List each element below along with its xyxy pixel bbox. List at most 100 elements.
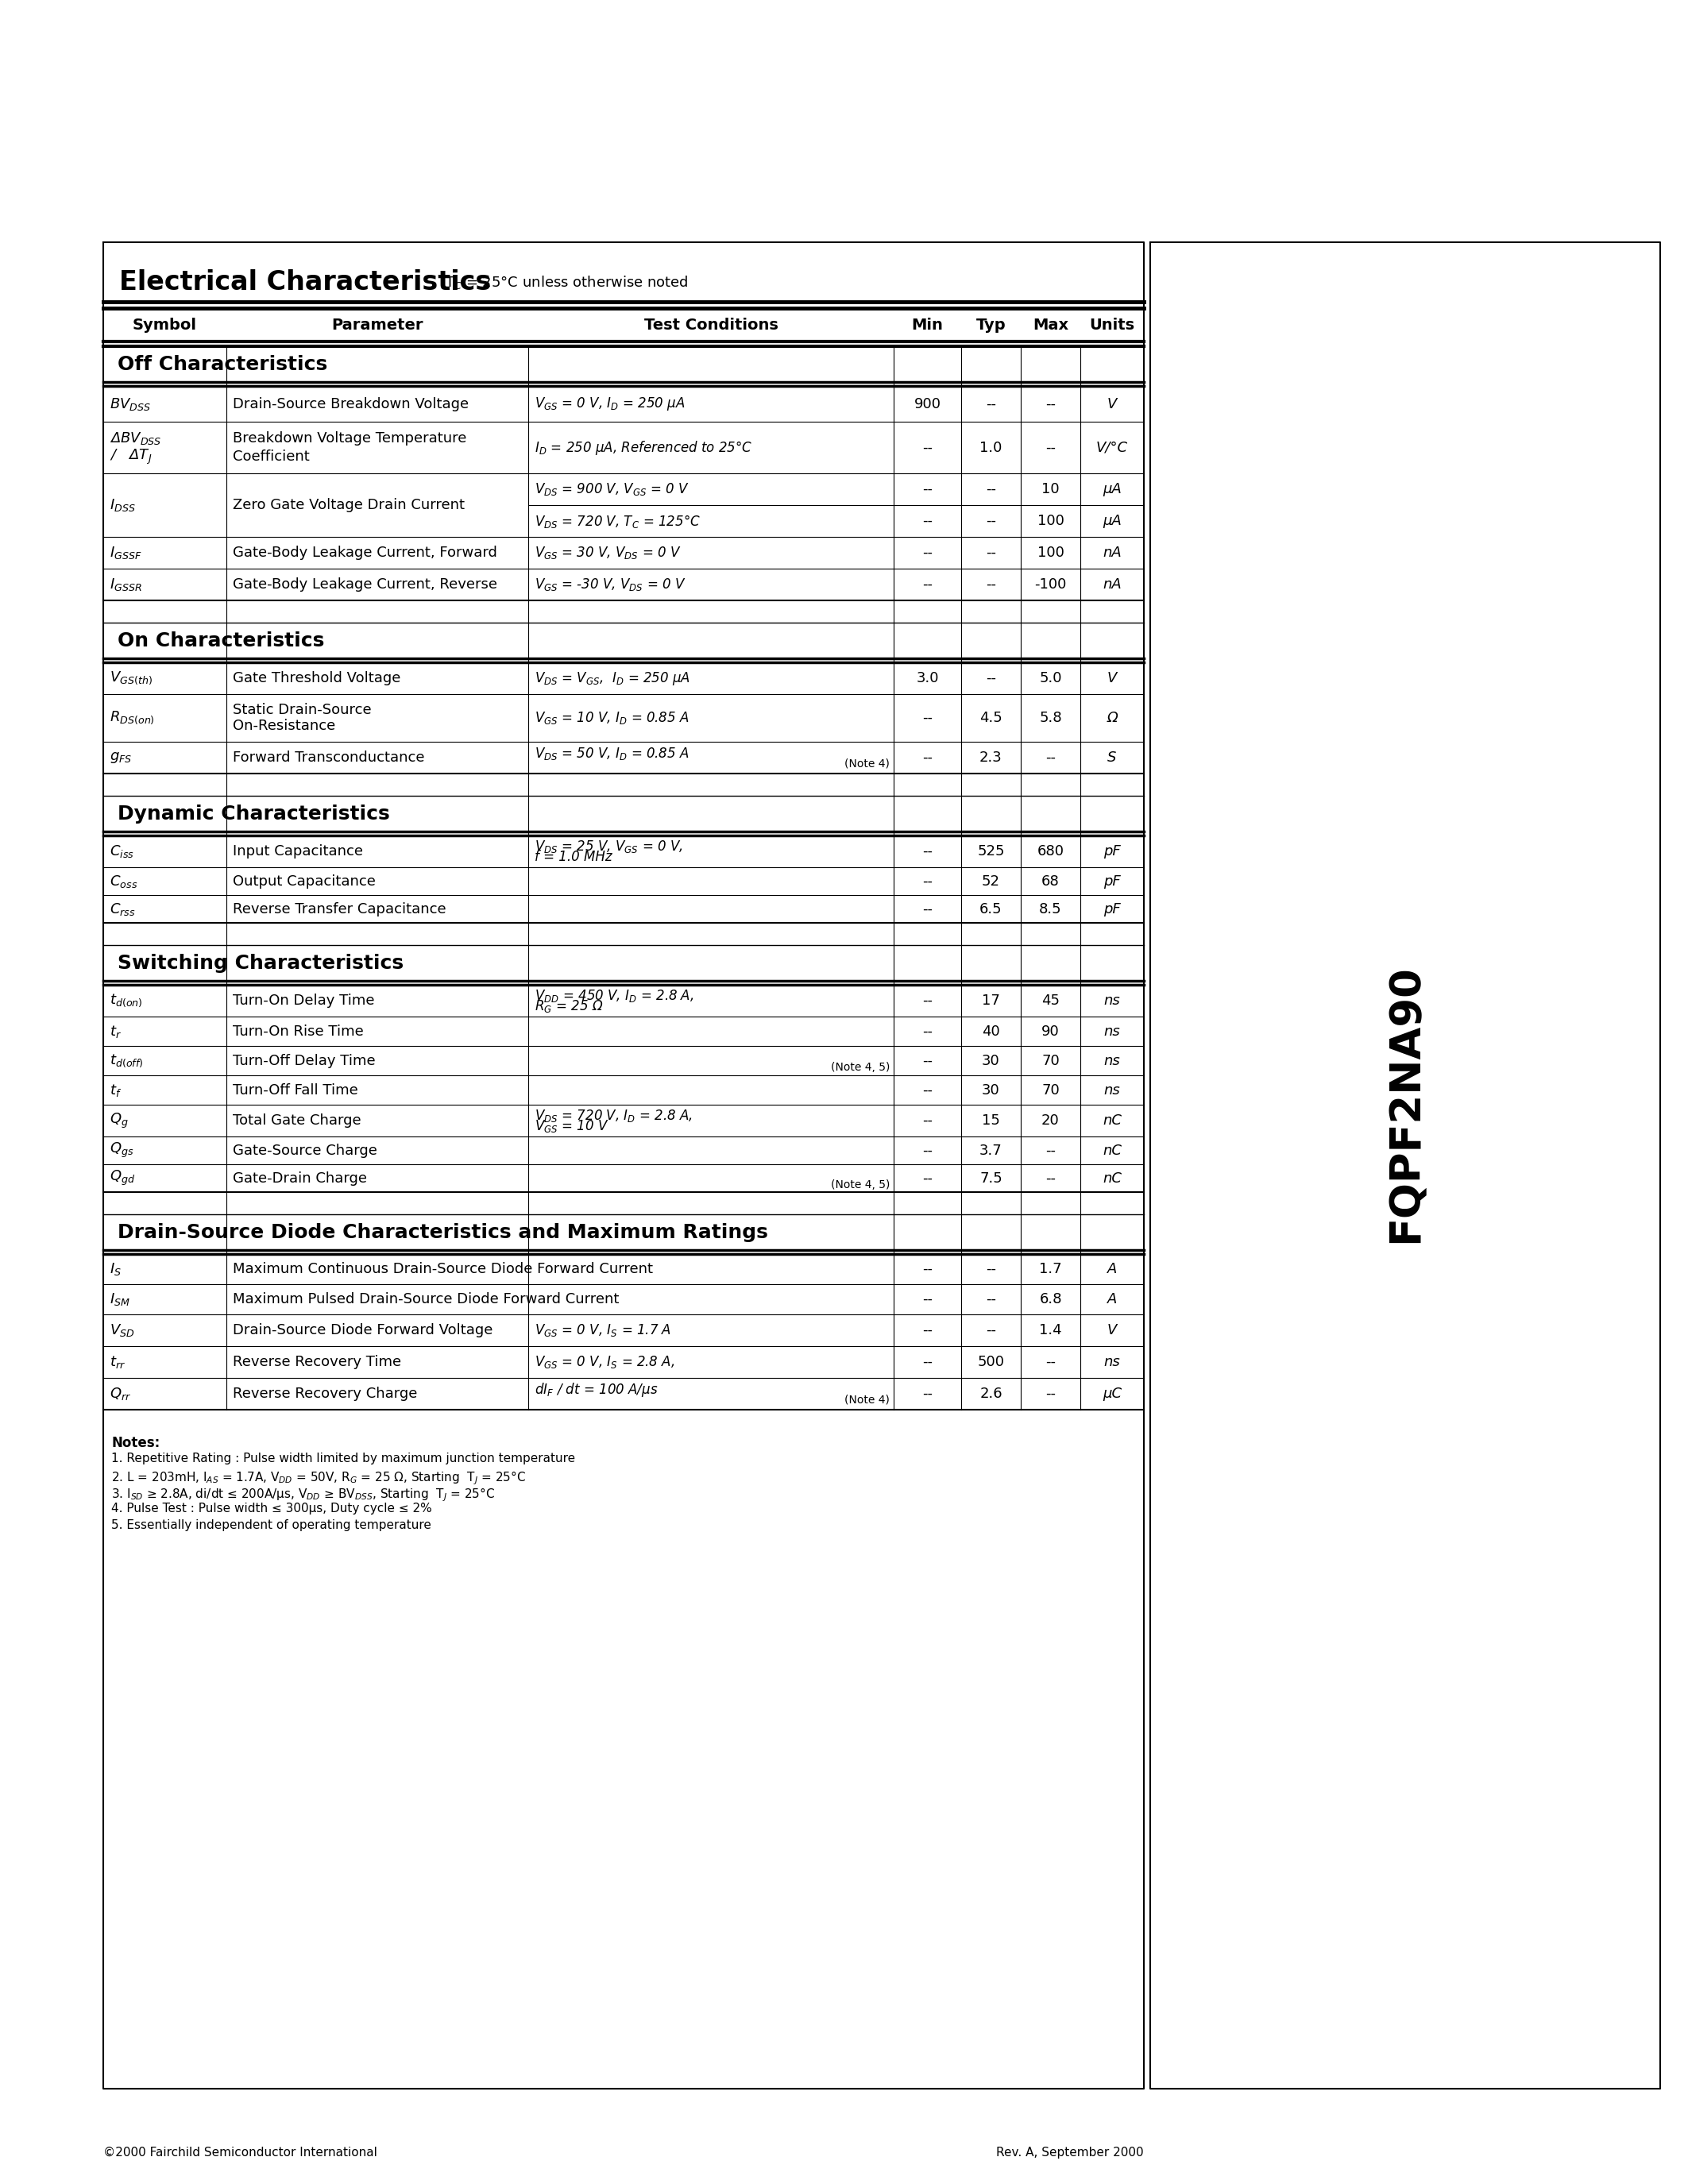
Text: V$_{DS}$ = V$_{GS}$,  I$_D$ = 250 μA: V$_{DS}$ = V$_{GS}$, I$_D$ = 250 μA (535, 670, 690, 686)
Text: (Note 4): (Note 4) (844, 758, 890, 769)
Text: BV$_{DSS}$: BV$_{DSS}$ (110, 395, 150, 413)
Text: --: -- (922, 874, 932, 889)
Text: C$_{oss}$: C$_{oss}$ (110, 874, 138, 889)
Text: Input Capacitance: Input Capacitance (233, 845, 363, 858)
Text: V$_{GS}$ = 0 V, I$_S$ = 1.7 A: V$_{GS}$ = 0 V, I$_S$ = 1.7 A (535, 1321, 672, 1339)
Text: Typ: Typ (976, 317, 1006, 332)
Text: pF: pF (1104, 874, 1121, 889)
Text: --: -- (922, 902, 932, 915)
Text: t$_{d(on)}$: t$_{d(on)}$ (110, 992, 143, 1009)
Text: V$_{DS}$ = 25 V, V$_{GS}$ = 0 V,: V$_{DS}$ = 25 V, V$_{GS}$ = 0 V, (535, 839, 684, 854)
Text: S: S (1107, 751, 1117, 764)
Text: R$_{DS(on)}$: R$_{DS(on)}$ (110, 710, 155, 725)
Text: Turn-On Delay Time: Turn-On Delay Time (233, 994, 375, 1007)
Text: pF: pF (1104, 845, 1121, 858)
Text: C$_{rss}$: C$_{rss}$ (110, 902, 135, 917)
Text: --: -- (922, 845, 932, 858)
Text: --: -- (1045, 1387, 1055, 1400)
Text: 2.3: 2.3 (979, 751, 1003, 764)
Text: 30: 30 (982, 1053, 999, 1068)
Text: --: -- (922, 710, 932, 725)
Text: Gate-Drain Charge: Gate-Drain Charge (233, 1171, 366, 1186)
Text: 3.0: 3.0 (917, 670, 939, 686)
Text: t$_r$: t$_r$ (110, 1024, 122, 1040)
Text: Reverse Recovery Charge: Reverse Recovery Charge (233, 1387, 417, 1400)
Text: --: -- (922, 1171, 932, 1186)
Text: --: -- (986, 1262, 996, 1275)
Text: --: -- (986, 483, 996, 496)
Text: Static Drain-Source: Static Drain-Source (233, 703, 371, 716)
Text: 8.5: 8.5 (1040, 902, 1062, 915)
Text: --: -- (922, 1293, 932, 1306)
Text: Gate Threshold Voltage: Gate Threshold Voltage (233, 670, 400, 686)
Text: --: -- (986, 1293, 996, 1306)
Text: Output Capacitance: Output Capacitance (233, 874, 376, 889)
Text: 6.8: 6.8 (1040, 1293, 1062, 1306)
Text: --: -- (1045, 1171, 1055, 1186)
Text: Electrical Characteristics: Electrical Characteristics (120, 269, 491, 295)
Text: nC: nC (1102, 1142, 1121, 1158)
Text: V$_{GS}$ = 10 V: V$_{GS}$ = 10 V (535, 1118, 609, 1133)
Text: --: -- (1045, 751, 1055, 764)
Text: V$_{DS}$ = 900 V, V$_{GS}$ = 0 V: V$_{DS}$ = 900 V, V$_{GS}$ = 0 V (535, 480, 689, 498)
Text: V: V (1107, 397, 1117, 411)
Text: Turn-On Rise Time: Turn-On Rise Time (233, 1024, 363, 1037)
Text: --: -- (922, 1083, 932, 1096)
Text: --: -- (1045, 1142, 1055, 1158)
Text: Gate-Body Leakage Current, Reverse: Gate-Body Leakage Current, Reverse (233, 577, 498, 592)
Text: C$_{iss}$: C$_{iss}$ (110, 843, 135, 858)
Text: Min: Min (912, 317, 944, 332)
Text: ns: ns (1104, 1053, 1121, 1068)
Text: 5.0: 5.0 (1040, 670, 1062, 686)
Text: --: -- (986, 1324, 996, 1337)
Text: (Note 4, 5): (Note 4, 5) (830, 1061, 890, 1072)
Text: On Characteristics: On Characteristics (118, 631, 324, 651)
Text: V$_{DS}$ = 720 V, I$_D$ = 2.8 A,: V$_{DS}$ = 720 V, I$_D$ = 2.8 A, (535, 1107, 692, 1125)
Text: --: -- (986, 513, 996, 529)
Text: --: -- (922, 751, 932, 764)
Text: T$_C$ = 25°C unless otherwise noted: T$_C$ = 25°C unless otherwise noted (446, 273, 689, 290)
Text: nC: nC (1102, 1114, 1121, 1127)
Text: R$_G$ = 25 Ω: R$_G$ = 25 Ω (535, 998, 603, 1013)
Text: /   ΔT$_J$: / ΔT$_J$ (110, 448, 152, 465)
Text: Drain-Source Diode Forward Voltage: Drain-Source Diode Forward Voltage (233, 1324, 493, 1337)
Text: I$_{SM}$: I$_{SM}$ (110, 1291, 130, 1308)
Text: ©2000 Fairchild Semiconductor International: ©2000 Fairchild Semiconductor Internatio… (103, 2147, 376, 2158)
Text: ΔBV$_{DSS}$: ΔBV$_{DSS}$ (110, 430, 162, 446)
Text: 7.5: 7.5 (979, 1171, 1003, 1186)
Text: Q$_{gs}$: Q$_{gs}$ (110, 1142, 133, 1160)
Text: --: -- (1045, 441, 1055, 454)
Text: 90: 90 (1041, 1024, 1060, 1037)
Text: dI$_F$ / dt = 100 A/μs: dI$_F$ / dt = 100 A/μs (535, 1380, 658, 1398)
Text: --: -- (922, 513, 932, 529)
Text: 525: 525 (977, 845, 1004, 858)
Text: 500: 500 (977, 1354, 1004, 1369)
Text: 68: 68 (1041, 874, 1060, 889)
Text: --: -- (922, 1262, 932, 1275)
Text: Off Characteristics: Off Characteristics (118, 354, 327, 373)
Text: 1.4: 1.4 (1040, 1324, 1062, 1337)
Text: 10: 10 (1041, 483, 1060, 496)
Text: --: -- (922, 1053, 932, 1068)
Text: Rev. A, September 2000: Rev. A, September 2000 (996, 2147, 1144, 2158)
Text: Units: Units (1089, 317, 1134, 332)
Text: t$_f$: t$_f$ (110, 1081, 122, 1099)
Text: --: -- (922, 1142, 932, 1158)
Text: nA: nA (1102, 577, 1121, 592)
Text: V$_{GS}$ = 10 V, I$_D$ = 0.85 A: V$_{GS}$ = 10 V, I$_D$ = 0.85 A (535, 710, 689, 725)
Text: I$_{GSSR}$: I$_{GSSR}$ (110, 577, 142, 592)
Text: μC: μC (1102, 1387, 1121, 1400)
Text: 1.7: 1.7 (1040, 1262, 1062, 1275)
Text: Gate-Body Leakage Current, Forward: Gate-Body Leakage Current, Forward (233, 546, 498, 559)
Text: 100: 100 (1036, 546, 1063, 559)
Text: I$_{GSSF}$: I$_{GSSF}$ (110, 544, 142, 561)
Text: 40: 40 (982, 1024, 999, 1037)
Text: V: V (1107, 670, 1117, 686)
Text: nC: nC (1102, 1171, 1121, 1186)
Text: 4.5: 4.5 (979, 710, 1003, 725)
Text: Gate-Source Charge: Gate-Source Charge (233, 1142, 376, 1158)
Text: V$_{SD}$: V$_{SD}$ (110, 1321, 135, 1339)
Text: --: -- (922, 1024, 932, 1037)
Text: (Note 4, 5): (Note 4, 5) (830, 1179, 890, 1190)
Text: 3. I$_{SD}$ ≥ 2.8A, di/dt ≤ 200A/μs, V$_{DD}$ ≥ BV$_{DSS}$, Starting  T$_J$ = 25: 3. I$_{SD}$ ≥ 2.8A, di/dt ≤ 200A/μs, V$_… (111, 1485, 495, 1503)
